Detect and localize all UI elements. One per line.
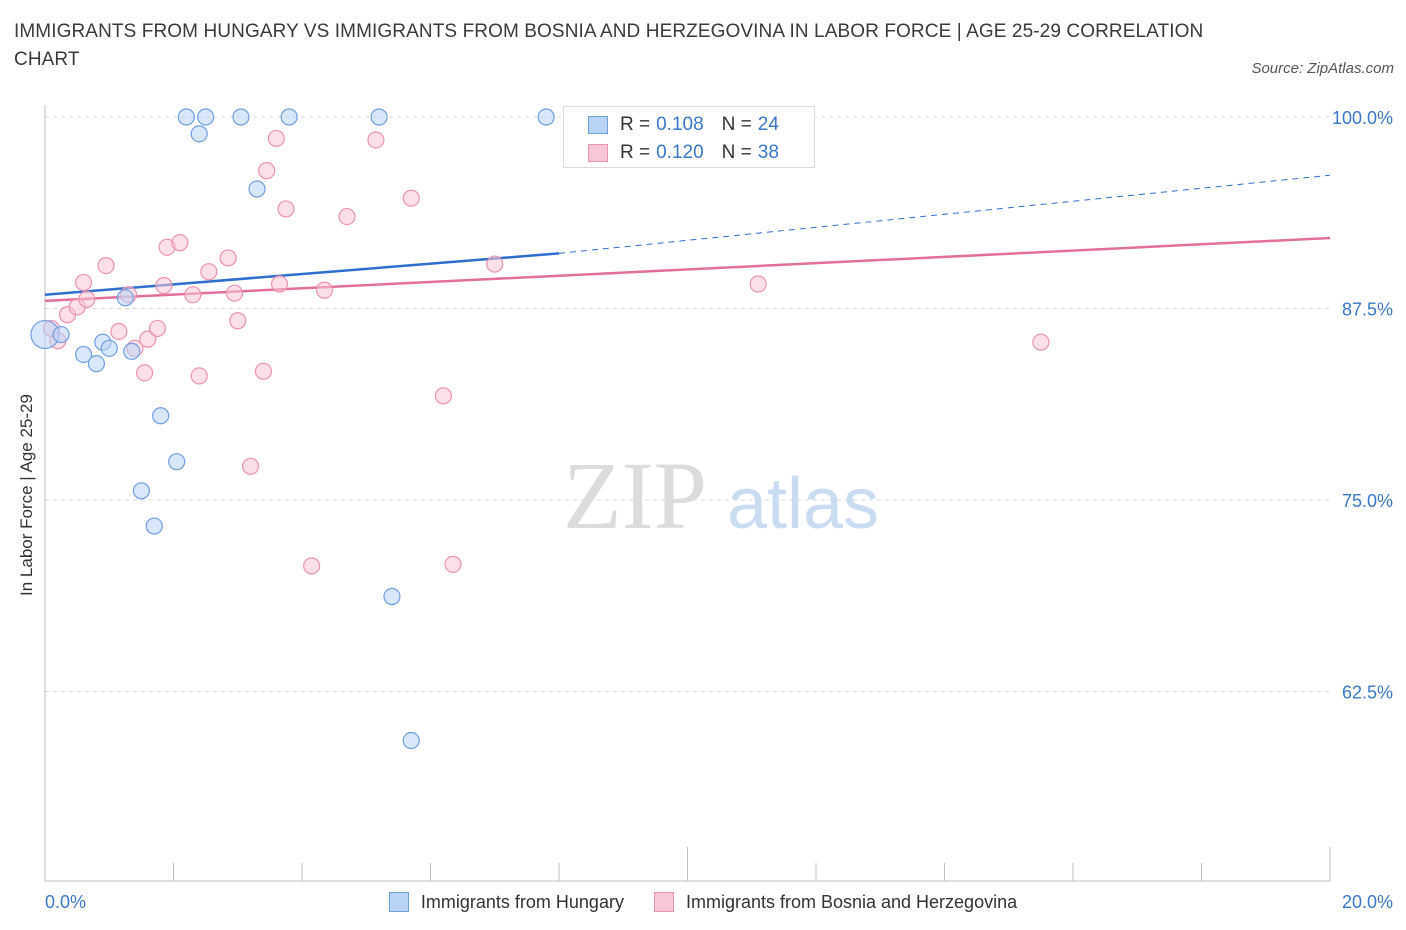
bosnia-point bbox=[229, 312, 247, 330]
hungary-trend-extension bbox=[558, 174, 1331, 254]
bosnia-point bbox=[338, 207, 356, 226]
bosnia-point bbox=[139, 330, 157, 348]
axes bbox=[44, 105, 1331, 882]
watermark-atlas: atlas bbox=[727, 464, 879, 544]
legend-item-bosnia[interactable]: Immigrants from Bosnia and Herzegovina bbox=[653, 891, 1018, 913]
bosnia-point bbox=[219, 249, 237, 267]
bosnia-point bbox=[258, 162, 276, 180]
bosnia-point bbox=[444, 555, 462, 573]
data-points bbox=[30, 108, 1050, 750]
bosnia-point bbox=[367, 131, 385, 149]
bosnia-point bbox=[74, 273, 93, 292]
y-tick-label: 100.0% bbox=[1332, 108, 1393, 128]
tick-labels: 100.0% 87.5% 75.0% 62.5% 0.0% 20.0% bbox=[45, 108, 1393, 912]
bosnia-point bbox=[97, 257, 115, 275]
hungary-point bbox=[100, 339, 118, 357]
hungary-point bbox=[87, 355, 106, 373]
hungary-point bbox=[145, 517, 163, 535]
hungary-legend-swatch bbox=[388, 892, 409, 912]
hungary-point bbox=[177, 108, 195, 126]
hungary-point bbox=[123, 342, 141, 360]
bosnia-point bbox=[190, 367, 208, 385]
bosnia-point bbox=[270, 275, 289, 293]
n-label: N = bbox=[721, 114, 752, 135]
hungary-point bbox=[116, 289, 134, 307]
bosnia-point bbox=[303, 557, 321, 575]
bosnia-point bbox=[171, 234, 189, 252]
watermark-zip: ZIP bbox=[563, 442, 707, 549]
bosnia-trend-line bbox=[44, 236, 1331, 303]
hungary-point bbox=[248, 180, 266, 198]
hungary-point bbox=[52, 325, 70, 344]
n-value: 38 bbox=[757, 142, 779, 163]
bosnia-point bbox=[267, 129, 285, 148]
bosnia-point bbox=[184, 286, 202, 304]
bosnia-point bbox=[110, 322, 128, 341]
bosnia-swatch bbox=[588, 144, 608, 162]
bosnia-point bbox=[1032, 333, 1050, 351]
bosnia-point bbox=[749, 275, 767, 293]
bosnia-point bbox=[155, 276, 173, 295]
stats-legend: R = 0.108 N = 24 R = 0.120 N = 38 bbox=[563, 106, 815, 168]
hungary-point bbox=[168, 453, 186, 471]
hungary-point bbox=[402, 731, 420, 750]
hungary-point bbox=[152, 407, 170, 425]
bosnia-point bbox=[225, 284, 244, 302]
legend-label-hungary: Immigrants from Hungary bbox=[420, 891, 624, 912]
n-value: 24 bbox=[757, 114, 779, 135]
hungary-point bbox=[132, 482, 150, 500]
gridlines bbox=[45, 116, 1330, 692]
r-label: R = bbox=[620, 114, 651, 135]
bosnia-legend-swatch bbox=[653, 892, 674, 912]
source-label: Source: ZipAtlas.com bbox=[1251, 60, 1394, 77]
series-legend: Immigrants from Hungary Immigrants from … bbox=[0, 889, 1406, 915]
legend-item-hungary[interactable]: Immigrants from Hungary bbox=[388, 891, 624, 913]
bosnia-point bbox=[486, 255, 504, 273]
bosnia-point bbox=[148, 319, 167, 338]
hungary-point bbox=[232, 108, 250, 126]
hungary-swatch bbox=[588, 116, 608, 134]
bosnia-point bbox=[242, 457, 260, 475]
hungary-point bbox=[383, 587, 401, 606]
hungary-point bbox=[280, 108, 298, 126]
y-tick-label: 62.5% bbox=[1342, 683, 1393, 703]
hungary-point bbox=[537, 108, 555, 126]
bosnia-point bbox=[434, 387, 452, 405]
hungary-point bbox=[190, 125, 208, 143]
trend-lines bbox=[44, 174, 1331, 303]
bosnia-point bbox=[200, 263, 218, 281]
stats-row-hungary: R = 0.108 N = 24 bbox=[588, 113, 779, 137]
stats-row-bosnia: R = 0.120 N = 38 bbox=[588, 141, 779, 165]
y-tick-label: 87.5% bbox=[1342, 300, 1393, 320]
bosnia-point bbox=[135, 364, 154, 382]
legend-label-bosnia: Immigrants from Bosnia and Herzegovina bbox=[685, 891, 1018, 912]
hungary-point bbox=[74, 345, 93, 364]
watermark: ZIP atlas bbox=[563, 442, 879, 549]
r-value: 0.108 bbox=[656, 114, 704, 135]
bosnia-point bbox=[78, 290, 96, 308]
x-tick-label: 20.0% bbox=[1342, 892, 1393, 912]
bosnia-point bbox=[402, 189, 420, 207]
chart-title: IMMIGRANTS FROM HUNGARY VS IMMIGRANTS FR… bbox=[14, 21, 1204, 70]
x-tick-label: 0.0% bbox=[45, 892, 86, 912]
bosnia-point bbox=[254, 362, 273, 380]
bosnia-point bbox=[315, 281, 334, 299]
hungary-point bbox=[197, 108, 215, 126]
y-tick-label: 75.0% bbox=[1342, 491, 1393, 511]
n-label: N = bbox=[721, 142, 752, 163]
hungary-point bbox=[370, 108, 388, 126]
r-label: R = bbox=[620, 142, 651, 163]
r-value: 0.120 bbox=[656, 142, 704, 163]
bosnia-point bbox=[277, 200, 295, 218]
